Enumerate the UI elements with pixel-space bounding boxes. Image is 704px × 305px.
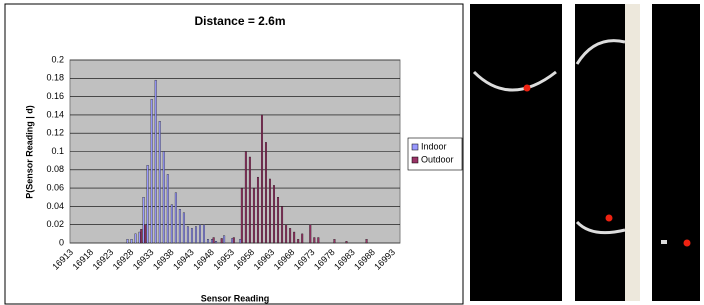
bar — [140, 229, 142, 243]
bar — [239, 239, 241, 243]
bar — [318, 238, 320, 243]
bar — [245, 152, 247, 244]
bar — [223, 236, 225, 243]
bar — [281, 206, 283, 243]
y-tick-label: 0.08 — [46, 164, 64, 174]
bar — [159, 121, 161, 243]
bar — [273, 185, 275, 243]
y-tick-label: 0.2 — [51, 54, 64, 64]
y-tick-label: 0.06 — [46, 182, 64, 192]
bar — [285, 225, 287, 243]
photo-2 — [575, 4, 625, 301]
bar — [183, 213, 185, 243]
bar — [297, 239, 299, 243]
photo-3 — [652, 4, 700, 301]
bar — [167, 174, 169, 243]
legend-label: Outdoor — [421, 154, 454, 164]
y-tick-label: 0 — [59, 237, 64, 247]
dot — [606, 215, 613, 222]
y-tick-label: 0.16 — [46, 91, 64, 101]
bar — [269, 179, 271, 243]
bar — [144, 225, 146, 243]
y-axis-title: P(Sensor Reading | d) — [24, 105, 34, 199]
bar — [346, 241, 348, 243]
legend-swatch — [412, 157, 418, 163]
bar — [261, 115, 263, 243]
bar — [139, 232, 141, 243]
bar — [175, 193, 177, 243]
bar — [231, 238, 233, 243]
bar — [366, 239, 368, 243]
bar — [313, 238, 315, 243]
bar — [163, 152, 165, 244]
bar — [191, 228, 193, 243]
bar — [127, 239, 129, 243]
bar — [135, 234, 137, 243]
bar — [249, 157, 251, 243]
bar — [187, 227, 189, 243]
bar — [131, 239, 133, 243]
blob — [661, 240, 667, 244]
bar — [179, 209, 181, 243]
y-tick-label: 0.02 — [46, 219, 64, 229]
dot — [684, 240, 691, 247]
bar — [203, 225, 205, 243]
bar — [199, 225, 201, 243]
bar — [233, 238, 235, 243]
bar — [289, 228, 291, 243]
bar — [293, 232, 295, 243]
photo-1 — [470, 4, 562, 301]
y-tick-label: 0.18 — [46, 73, 64, 83]
bar — [301, 234, 303, 243]
page: Distance = 2.6m P(Sensor Reading | d) Se… — [0, 0, 704, 305]
y-tick-label: 0.14 — [46, 109, 64, 119]
y-tick-label: 0.04 — [46, 201, 64, 211]
bar — [143, 197, 145, 243]
y-tick-label: 0.12 — [46, 128, 64, 138]
bar — [257, 177, 259, 243]
bar — [309, 225, 311, 243]
bar — [241, 188, 243, 243]
bar — [171, 205, 173, 243]
bar — [211, 239, 213, 243]
bar — [215, 241, 217, 243]
bar — [265, 142, 267, 243]
bar — [195, 227, 197, 243]
dot — [524, 85, 531, 92]
bar — [155, 80, 157, 243]
bar — [277, 197, 279, 243]
bar — [207, 239, 209, 243]
x-axis-title: Sensor Reading — [201, 293, 270, 303]
y-tick-label: 0.1 — [51, 146, 64, 156]
bar — [221, 238, 223, 243]
photo-2-edge — [625, 4, 640, 301]
bar — [151, 99, 153, 243]
bar — [147, 165, 149, 243]
bar — [253, 188, 255, 243]
legend-swatch — [412, 144, 418, 150]
bar — [213, 238, 215, 243]
chart-title: Distance = 2.6m — [194, 14, 285, 28]
photos — [470, 4, 700, 301]
bar — [334, 239, 336, 243]
legend-label: Indoor — [421, 141, 447, 151]
